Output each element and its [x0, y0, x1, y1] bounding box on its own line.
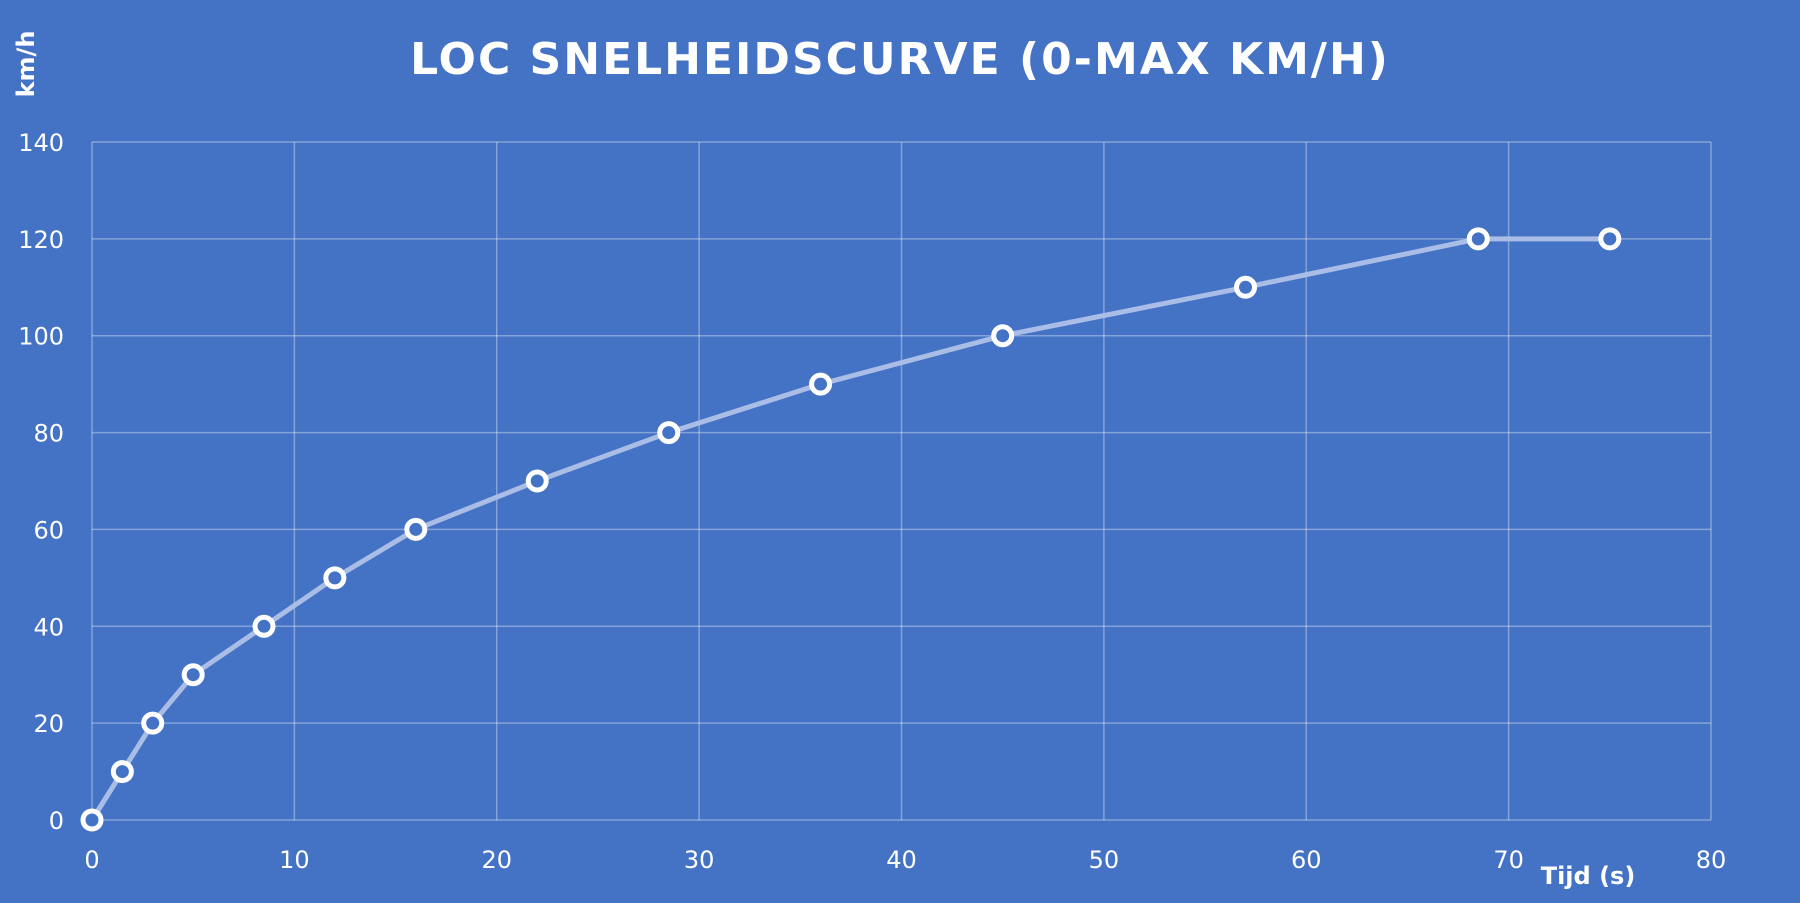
y-tick-label: 120: [18, 226, 64, 254]
x-tick-label: 40: [886, 846, 917, 874]
y-tick-label: 80: [33, 420, 64, 448]
x-tick-label: 20: [481, 846, 512, 874]
x-tick-label: 60: [1291, 846, 1322, 874]
tick-labels: 0 20 40 60 80 100 120 140 0 10 20 30 40 50 60 70 80: [18, 129, 1726, 874]
x-tick-label: 50: [1089, 846, 1120, 874]
x-tick-label: 70: [1493, 846, 1524, 874]
data-point: [525, 469, 549, 493]
data-point: [1466, 227, 1490, 251]
data-point: [404, 517, 428, 541]
data-point: [252, 614, 276, 638]
data-point: [809, 372, 833, 396]
data-point: [991, 324, 1015, 348]
data-point: [657, 421, 681, 445]
data-point: [1234, 275, 1258, 299]
x-axis-title: Tijd (s): [1541, 862, 1636, 890]
x-tick-label: 10: [279, 846, 310, 874]
data-point: [141, 711, 165, 735]
series: [80, 227, 1622, 832]
x-tick-label: 80: [1696, 846, 1727, 874]
data-point: [1598, 227, 1622, 251]
data-point: [80, 808, 104, 832]
y-axis-title: km/h: [12, 31, 40, 98]
y-tick-label: 40: [33, 613, 64, 641]
y-tick-label: 20: [33, 710, 64, 738]
y-tick-label: 140: [18, 129, 64, 157]
data-point: [323, 566, 347, 590]
x-tick-label: 30: [684, 846, 715, 874]
y-tick-label: 100: [18, 323, 64, 351]
y-tick-label: 0: [49, 807, 64, 835]
chart-title: LOC SNELHEIDSCURVE (0-MAX KM/H): [410, 34, 1390, 85]
data-point: [110, 760, 134, 784]
data-point: [181, 663, 205, 687]
x-tick-label: 0: [84, 846, 99, 874]
y-tick-label: 60: [33, 516, 64, 544]
gridlines: [91, 141, 1712, 821]
